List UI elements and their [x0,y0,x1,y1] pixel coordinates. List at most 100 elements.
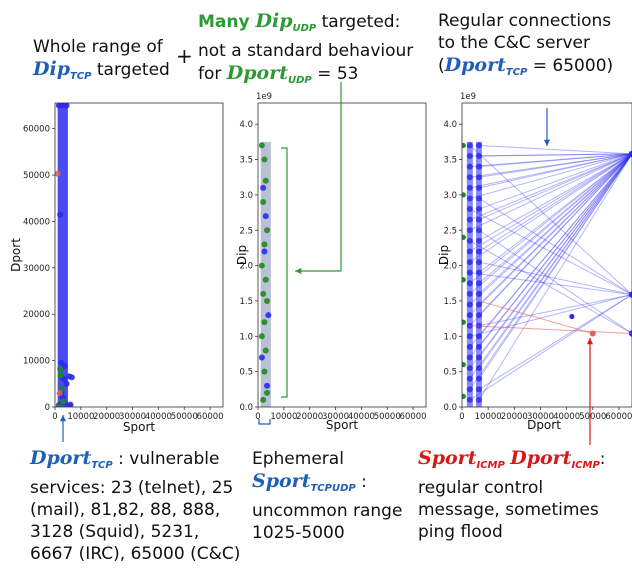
data-point [261,156,268,163]
axis-scale-label: 1e9 [256,92,272,102]
connection-line [469,153,632,316]
x-tick-label: 10000 [475,412,502,422]
data-point [264,227,271,234]
data-point [462,361,466,368]
connection-line [469,153,632,284]
connection-line [469,153,632,178]
data-point [262,347,269,354]
connection-line [469,240,632,334]
x-axis-label: Sport [326,418,359,432]
data-point [462,393,466,399]
data-point [476,248,482,255]
y-tick-label: 0.0 [239,403,253,413]
data-point [261,248,268,255]
data-point [466,269,473,276]
data-point [462,277,466,283]
icmp-line [469,325,632,334]
y-tick-label: 3.5 [239,156,253,166]
x-axis-label: Dport [527,418,561,432]
data-point [476,237,482,244]
connection-line [469,153,632,221]
data-point [56,390,63,397]
data-point [476,195,482,202]
data-point [55,170,61,177]
y-tick-label: 50000 [23,171,50,181]
data-point [466,375,473,382]
axes-frame [54,102,224,408]
y-tick-label: 2.0 [239,262,253,272]
data-point [68,374,75,381]
data-point [63,380,70,387]
annotation-line: = 65000) [527,56,614,76]
annotation-line: for [198,64,227,84]
annotation-arrows [59,82,594,445]
data-point [466,301,473,308]
red-arrow-icmp-head [586,338,594,345]
y-tick-label: 0.5 [239,368,253,378]
y-tick-label: 1.5 [239,297,253,307]
data-point [476,301,482,308]
data-point [262,276,269,283]
connection-line [478,153,632,380]
data-point [466,248,473,255]
annotation-line: targeted: [316,12,401,32]
data-point [628,291,632,298]
x-tick-label: 10000 [67,412,94,422]
symbol-dport: Dport [30,447,92,469]
data-point [260,198,267,205]
data-point [55,403,62,407]
data-point [57,372,64,379]
data-point [476,280,482,287]
connection-line [478,153,632,401]
data-point [258,354,265,361]
x-tick-label: 0 [255,412,260,422]
annotation-cc-server: Regular connections to the C&C server (D… [438,10,613,84]
data-point [466,333,473,340]
x-tick-label: 50000 [579,412,606,422]
annotation-line: regular control [418,478,544,498]
annotation-line: ping flood [418,522,503,542]
connection-line [478,153,632,178]
symbol-subscript: ICMP [571,460,600,471]
x-tick-label: 50000 [171,412,198,422]
data-point [462,192,466,198]
x-tick-label: 20000 [296,412,323,422]
annotation-dip-udp: Many DipUDP targeted: not a standard beh… [198,10,413,92]
x-tick-label: 60000 [197,412,224,422]
y-tick-label: 1.0 [443,332,457,342]
blue-bracket [258,419,271,425]
data-point [476,227,482,234]
data-point [466,280,473,287]
data-point [466,259,473,266]
data-point [466,174,473,181]
data-point [476,142,482,149]
connection-line [478,153,632,210]
data-point [466,312,473,319]
connection-line [469,153,632,369]
x-axis-label: Sport [123,420,156,434]
data-point [59,385,66,392]
data-point [262,177,269,184]
symbol-sport: Sport [418,447,477,469]
range-band [260,141,271,407]
data-point [476,153,482,160]
connection-line [478,261,632,296]
x-tick-label: 20000 [93,412,120,422]
data-point [462,142,466,149]
data-point [476,343,482,350]
data-point [260,290,267,297]
data-point [66,402,73,407]
annotation-line: Regular connections [438,11,612,31]
annotation-line: : [355,472,367,492]
y-tick-label: 30000 [23,264,50,274]
symbol-dip: Dip [255,10,293,32]
connection-line [469,153,632,358]
data-point [476,269,482,276]
data-point [260,184,267,191]
y-tick-label: 40000 [23,217,50,227]
connection-line [469,145,632,295]
annotation-line: 6667 (IRC), 65000 (C&C) [30,544,241,564]
symbol-subscript: ICMP [476,460,505,471]
data-point [265,312,272,319]
